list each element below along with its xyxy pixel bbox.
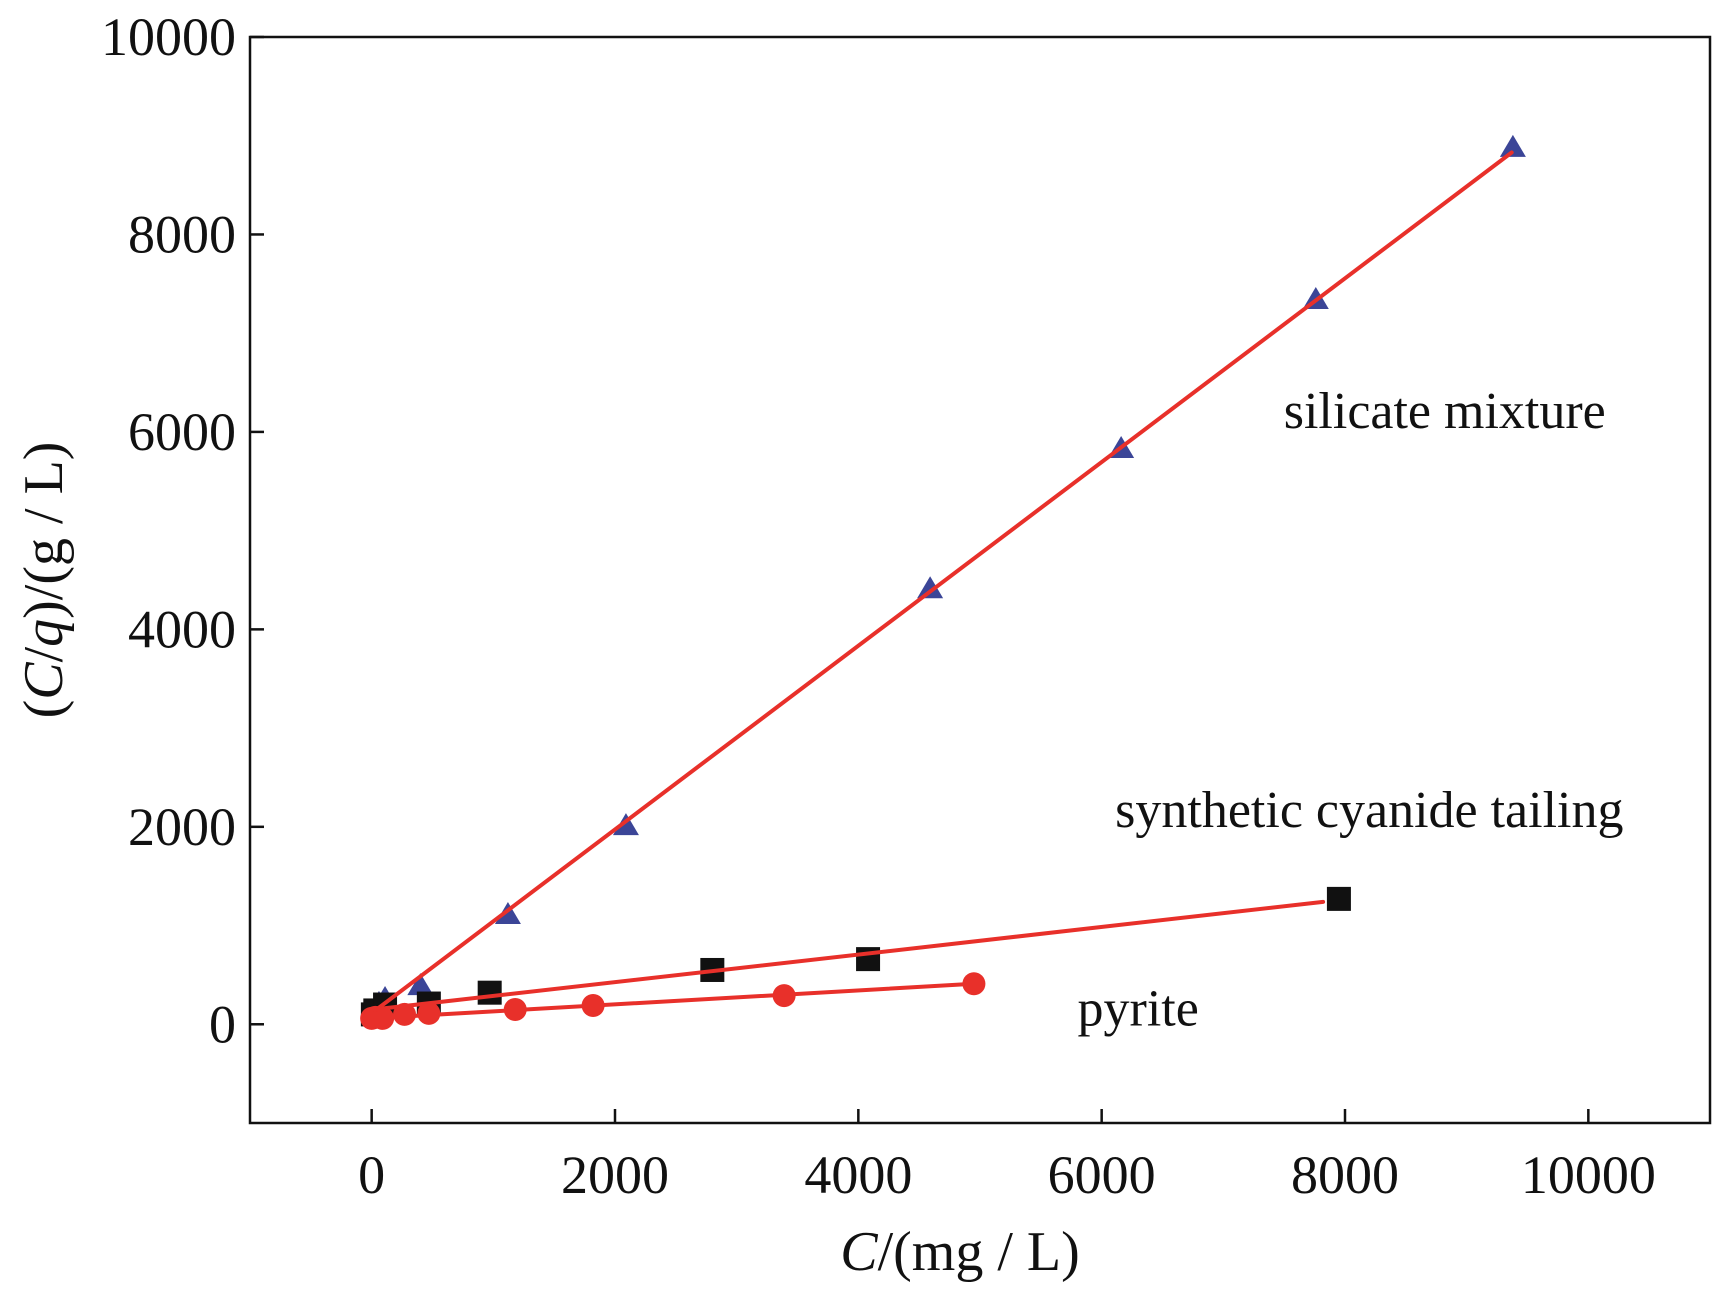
y-tick-label: 2000 (128, 797, 236, 857)
silicate-mixture-point (407, 973, 434, 996)
x-tick-label: 10000 (1521, 1145, 1656, 1205)
silicate-mixture-point (494, 902, 521, 925)
x-tick-label: 0 (358, 1145, 385, 1205)
series-label: silicate mixture (1284, 383, 1606, 440)
x-tick-label: 6000 (1048, 1145, 1156, 1205)
x-axis-ticks: 0 2000 4000 6000 8000 10000 (358, 1109, 1656, 1205)
plot-frame (248, 35, 1712, 1125)
y-tick-label: 8000 (128, 204, 236, 264)
y-tick-label: 0 (209, 994, 236, 1054)
y-axis-ticks: 0 2000 4000 6000 8000 10000 (101, 7, 264, 1054)
pyrite-fit-line (369, 981, 976, 1021)
series-annotations: silicate mixture synthetic cyanide tailin… (1078, 383, 1624, 1037)
fit-lines (369, 150, 1514, 1021)
y-axis-title: (C/q)/(g / L) (13, 442, 75, 719)
y-tick-label: 4000 (128, 599, 236, 659)
synthetic-cyanide-tailing-point (477, 980, 502, 1005)
x-tick-label: 4000 (804, 1145, 912, 1205)
y-tick-label: 10000 (101, 7, 236, 67)
silicate-mixture-fit-line (374, 150, 1514, 1012)
x-tick-label: 2000 (561, 1145, 669, 1205)
x-axis-title: C/(mg / L) (840, 1221, 1080, 1283)
silicate-mixture-point (1499, 134, 1526, 157)
series-label: pyrite (1078, 980, 1199, 1037)
y-tick-label: 6000 (128, 402, 236, 462)
silicate-mixture-point (612, 813, 639, 836)
x-tick-label: 8000 (1291, 1145, 1399, 1205)
series-label: synthetic cyanide tailing (1115, 782, 1623, 839)
silicate-mixture-point (917, 576, 944, 599)
synthetic-cyanide-tailing-point (1326, 886, 1351, 911)
synthetic-cyanide-tailing-fit-line (372, 899, 1326, 1012)
